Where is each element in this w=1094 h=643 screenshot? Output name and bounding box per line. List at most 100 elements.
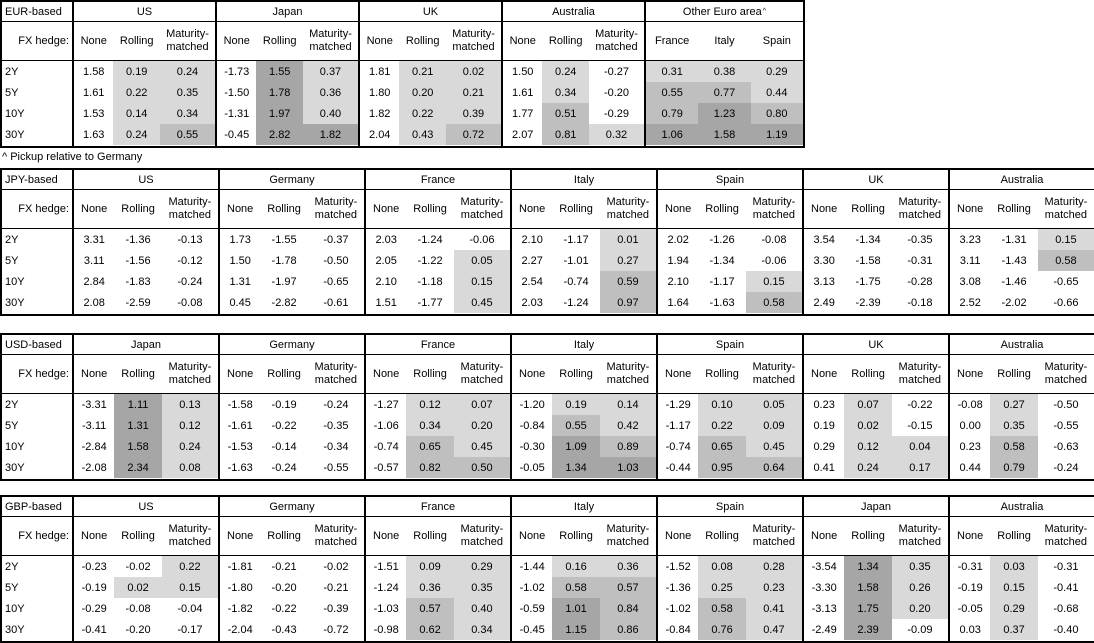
value-cell: -1.18 — [417, 275, 443, 288]
value-cell: -1.43 — [1001, 254, 1027, 267]
value-cell: -2.08 — [81, 461, 107, 474]
hedge-subheader: Maturity-matched — [168, 196, 212, 221]
value-cell: 0.22 — [698, 415, 746, 436]
table-row: -0.31 0.03 -0.31 — [950, 556, 1094, 577]
value-cell: 1.61 — [83, 86, 105, 99]
hedge-subheader-row: None Rolling Maturity-matched — [366, 190, 510, 229]
value-cell: 0.82 — [406, 457, 454, 478]
value-cell: -3.31 — [81, 398, 107, 411]
table-row: 3.11 -1.43 0.58 — [950, 250, 1094, 271]
group-header: US — [74, 170, 218, 190]
value-cell: 0.07 — [453, 394, 510, 415]
value-cell: 1.51 — [375, 296, 397, 309]
hedge-subheader: Maturity-matched — [452, 28, 495, 53]
value-cell: 0.02 — [114, 577, 162, 598]
table-row: 3.30 -1.58 -0.31 — [804, 250, 948, 271]
table-row: 3.08 -1.46 -0.65 — [950, 271, 1094, 292]
value-cell: 1.61 — [512, 86, 534, 99]
hedge-subheader: Maturity-matched — [752, 361, 796, 386]
value-cell: -0.12 — [177, 254, 203, 267]
value-cell: 0.41 — [813, 461, 835, 474]
value-cell: 0.55 — [552, 415, 600, 436]
value-cell: -2.59 — [125, 296, 151, 309]
table-row: 3.11 -1.56 -0.12 — [74, 250, 218, 271]
group-header: France — [366, 170, 510, 190]
table-row: -1.52 0.08 0.28 — [658, 556, 802, 577]
hedge-subheader-row: None Rolling Maturity-matched — [366, 355, 510, 394]
footnote: ^ Pickup relative to Germany — [2, 151, 143, 163]
value-cell: 0.58 — [1037, 250, 1094, 271]
table-row: -3.30 1.58 0.26 — [804, 577, 948, 598]
hedge-subheader: Maturity-matched — [752, 196, 796, 221]
group-data-rows: 3.23 -1.31 0.15 3.11 -1.43 0.58 3.08 -1.46 -0.65… — [950, 229, 1094, 314]
value-cell: -1.34 — [709, 254, 735, 267]
value-cell: 2.10 — [667, 275, 689, 288]
value-cell: 0.05 — [453, 250, 510, 271]
hedge-subheader: Rolling — [548, 34, 583, 47]
group-data-rows: -3.54 1.34 0.35 -3.30 1.58 0.26 -3.13 1.75 0.20-… — [804, 556, 948, 641]
table-row: 0.23 0.07 -0.22 — [804, 394, 948, 415]
country-group: Germany None Rolling Maturity-matched -1.81-… — [218, 495, 366, 643]
value-cell: -0.55 — [323, 461, 349, 474]
table-row: 0.55 0.77 0.44 — [646, 82, 803, 103]
value-cell: -0.65 — [323, 275, 349, 288]
value-cell: -1.83 — [125, 275, 151, 288]
hedge-subheader: Maturity-matched — [309, 28, 352, 53]
table-row: 2.10 -1.17 0.01 — [512, 229, 656, 250]
value-cell: 0.08 — [698, 556, 746, 577]
hedge-subheader: Maturity-matched — [166, 28, 209, 53]
tenor-row-label: 5Y — [5, 581, 19, 594]
value-cell: 0.28 — [745, 556, 802, 577]
hedge-subheader-row: None Rolling Maturity-matched — [658, 355, 802, 394]
hedge-subheader: Rolling — [559, 367, 593, 380]
value-cell: 0.77 — [698, 82, 751, 103]
value-cell: -0.31 — [957, 560, 983, 573]
value-cell: -1.31 — [1001, 233, 1027, 246]
value-cell: 0.29 — [453, 556, 510, 577]
table-row: 0.79 1.23 0.80 — [646, 103, 803, 124]
country-group: Australia None Rolling Maturity-matched 1.50… — [501, 0, 646, 148]
value-cell: 0.45 — [453, 292, 510, 313]
group-header-label: US — [138, 173, 154, 186]
group-data-rows: -1.52 0.08 0.28 -1.36 0.25 0.23 -1.02 0.58 0.41-… — [658, 556, 802, 641]
table-row: 0.31 0.38 0.29 — [646, 61, 803, 82]
value-cell: -1.24 — [563, 296, 589, 309]
hedge-subheader: Rolling — [997, 367, 1031, 380]
value-cell: -1.58 — [855, 254, 881, 267]
value-cell: 0.45 — [745, 436, 802, 457]
value-cell: 0.20 — [891, 598, 948, 619]
value-cell: 3.30 — [813, 254, 835, 267]
group-header-label: Japan — [272, 5, 303, 18]
group-header-label: UK — [868, 338, 884, 351]
value-cell: -1.53 — [227, 440, 253, 453]
table-jpy-based: JPY-based FX hedge: 2Y 5Y 10Y 30Y US None Rollin… — [0, 168, 1094, 316]
hedge-subheader: None — [373, 529, 400, 542]
table-row: -1.44 0.16 0.36 — [512, 556, 656, 577]
hedge-subheader-row: None Rolling Maturity-matched — [512, 517, 656, 556]
value-cell: 0.86 — [599, 619, 656, 640]
value-cell: 0.76 — [698, 619, 746, 640]
value-cell: -1.22 — [417, 254, 443, 267]
hedge-subheader-row: None Rolling Maturity-matched — [74, 190, 218, 229]
value-cell: -1.02 — [519, 581, 545, 594]
hedge-subheader: Rolling — [851, 529, 885, 542]
value-cell: 0.10 — [698, 394, 746, 415]
value-cell: -0.20 — [603, 86, 630, 99]
value-cell: 0.35 — [891, 556, 948, 577]
table-row: -1.81 -0.21 -0.02 — [220, 556, 364, 577]
value-cell: 2.03 — [521, 296, 543, 309]
group-data-rows: -0.08 0.27 -0.50 0.00 0.35 -0.55 0.23 0.58 -0.63… — [950, 394, 1094, 479]
value-cell: 0.20 — [453, 415, 510, 436]
hedge-subheader: Maturity-matched — [460, 361, 504, 386]
group-header-label: Japan — [131, 338, 161, 351]
value-cell: -0.55 — [1053, 419, 1079, 432]
label-column: JPY-based FX hedge: 2Y 5Y 10Y 30Y — [0, 168, 74, 316]
value-cell: -1.03 — [373, 602, 399, 615]
fx-hedge-label: FX hedge: — [2, 517, 72, 556]
group-header: Japan — [804, 497, 948, 517]
value-cell: -1.34 — [855, 233, 881, 246]
value-cell: -1.51 — [373, 560, 399, 573]
hedge-subheader: None — [509, 34, 536, 47]
value-cell: -0.31 — [1053, 560, 1079, 573]
value-cell: -0.08 — [177, 296, 203, 309]
